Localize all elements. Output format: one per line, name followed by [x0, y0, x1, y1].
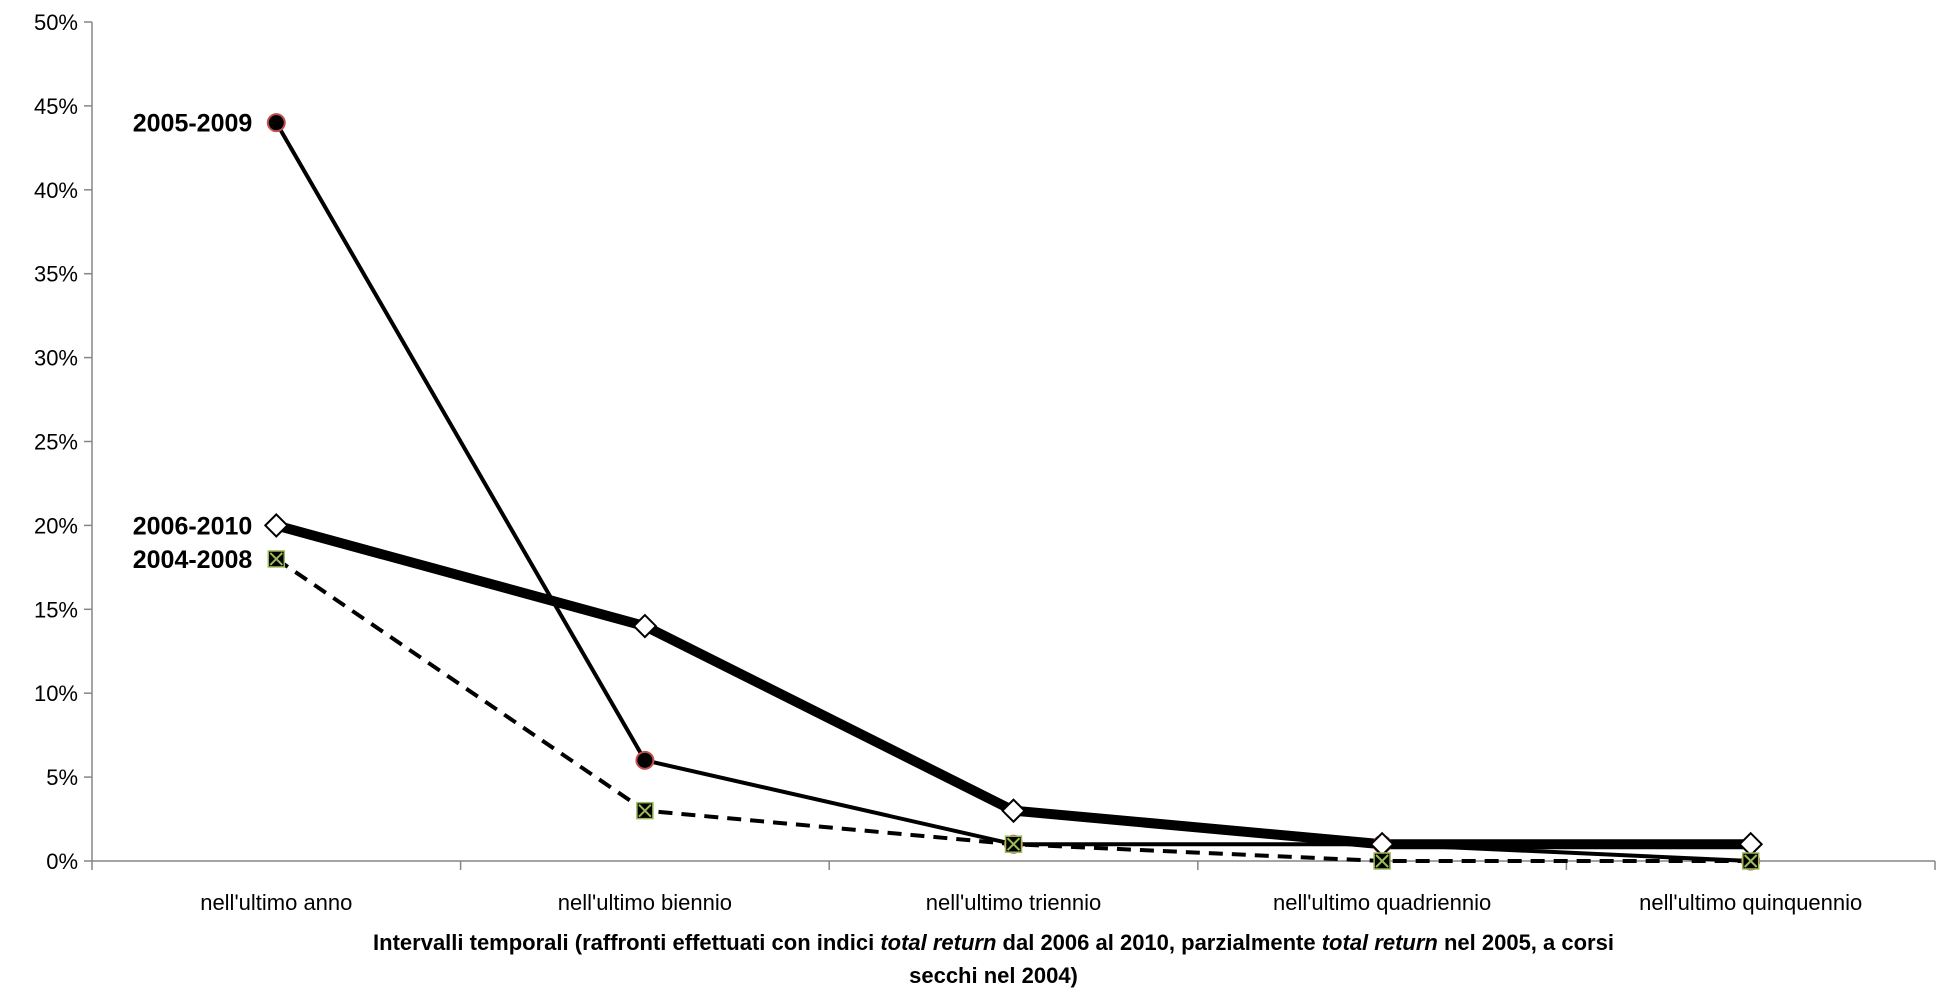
series-markers	[263, 113, 1764, 871]
x-category-label: nell'ultimo triennio	[926, 890, 1101, 915]
data-point-cross	[269, 552, 284, 566]
data-point	[1741, 852, 1760, 870]
data-point	[1004, 835, 1023, 853]
y-tick-label: 10%	[34, 681, 78, 706]
data-point	[266, 113, 286, 133]
y-axis-ticks: 0% 5% 10% 15% 20% 25% 30% 35% 40% 45% 50%	[34, 10, 92, 874]
x-axis-title-part: Intervalli temporali (raffronti effettua…	[373, 930, 880, 955]
data-point	[636, 801, 654, 820]
data-point	[1369, 831, 1395, 857]
data-point	[632, 613, 658, 639]
y-tick-label: 15%	[34, 597, 78, 622]
data-point-cross	[638, 803, 652, 818]
series-label-2006-2010: 2006-2010	[133, 512, 253, 540]
series-label-2004-2008: 2004-2008	[133, 546, 253, 574]
x-axis-title-part: total return	[880, 930, 996, 955]
axes	[91, 22, 1935, 862]
y-tick-label: 0%	[46, 849, 78, 874]
x-axis-ticks: nell'ultimo anno nell'ultimo biennio nell'…	[91, 861, 1936, 915]
x-category-label: nell'ultimo quadriennio	[1273, 890, 1491, 915]
data-point	[263, 512, 289, 538]
series-lines	[274, 121, 1751, 863]
y-tick-label: 50%	[34, 10, 78, 35]
y-tick-label: 35%	[34, 262, 78, 287]
series-labels: 2005-2009 2006-2010 2004-2008	[133, 110, 253, 574]
data-point-cross	[1375, 854, 1389, 868]
y-tick-label: 25%	[34, 430, 78, 455]
x-axis-title-line2: secchi nel 2004)	[909, 963, 1078, 988]
x-category-label: nell'ultimo biennio	[558, 890, 732, 915]
y-tick-label: 40%	[34, 178, 78, 203]
data-point	[1001, 798, 1026, 824]
data-point-cross	[1006, 837, 1021, 851]
x-axis-title-part: total return	[1322, 930, 1438, 955]
x-category-label: nell'ultimo anno	[200, 890, 352, 915]
series-label-2005-2009: 2005-2009	[133, 110, 253, 138]
y-tick-label: 20%	[34, 513, 78, 538]
data-point	[1738, 831, 1764, 857]
y-tick-label: 30%	[34, 346, 78, 371]
data-point	[635, 750, 655, 770]
series-line-1	[274, 520, 1751, 850]
series-line-0	[274, 121, 1751, 863]
y-tick-label: 5%	[46, 765, 78, 790]
x-axis-title-part: nel 2005, a corsi	[1438, 930, 1614, 955]
x-category-label: nell'ultimo quinquennio	[1639, 890, 1862, 915]
data-point	[267, 550, 286, 568]
y-tick-label: 45%	[34, 94, 78, 119]
data-point	[1373, 852, 1391, 870]
data-point-cross	[1743, 854, 1758, 868]
x-axis-title: Intervalli temporali (raffronti effettua…	[373, 930, 1614, 955]
x-axis-title-part: dal 2006 al 2010, parzialmente	[996, 930, 1321, 955]
